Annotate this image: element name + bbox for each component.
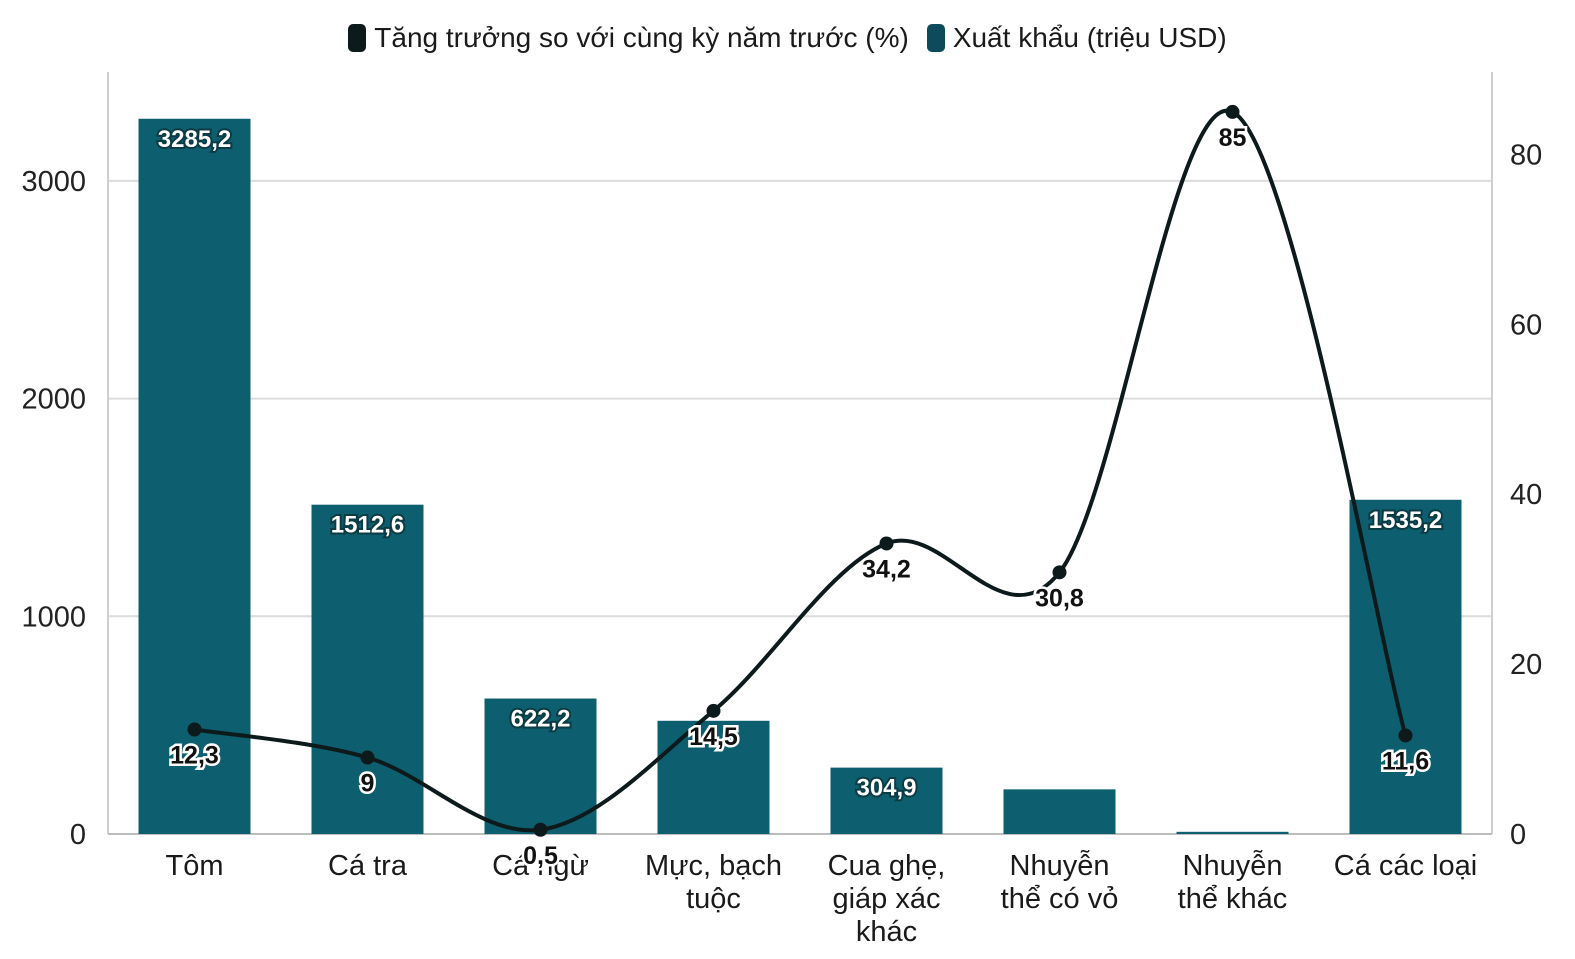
- y-right-tick-label: 60: [1510, 309, 1542, 341]
- growth-data-label: 0,5: [523, 842, 558, 870]
- bar: [1003, 789, 1116, 834]
- growth-point: [879, 536, 894, 551]
- bar-data-label: 622,2: [510, 706, 570, 733]
- legend-item-growth: Tăng trưởng so với cùng kỳ năm trước (%): [348, 22, 909, 54]
- x-tick-label: Cá tra: [328, 850, 408, 882]
- y-left-tick-label: 3000: [21, 166, 86, 198]
- x-tick-label: thể khác: [1178, 883, 1288, 915]
- legend-label-export: Xuất khẩu (triệu USD): [952, 22, 1227, 53]
- y-right-tick-label: 20: [1510, 649, 1542, 681]
- growth-data-label: 11,6: [1382, 747, 1429, 775]
- growth-point: [187, 722, 202, 737]
- y-right-tick-label: 80: [1510, 139, 1542, 171]
- x-tick-label: Nhuyễn: [1183, 849, 1283, 882]
- bar: [138, 118, 251, 835]
- legend-label-growth: Tăng trưởng so với cùng kỳ năm trước (%): [374, 22, 909, 53]
- growth-data-label: 14,5: [689, 723, 738, 751]
- growth-point: [1225, 104, 1240, 119]
- x-tick-label: Cá ngừ: [492, 850, 589, 882]
- x-tick-label: khác: [856, 916, 917, 948]
- bar-data-label: 3285,2: [158, 126, 231, 153]
- legend-item-export: Xuất khẩu (triệu USD): [926, 22, 1227, 54]
- x-tick-label: tuộc: [686, 883, 741, 915]
- growth-point: [533, 822, 548, 837]
- x-tick-label: Cua ghẹ,: [828, 850, 946, 882]
- y-left-tick-label: 1000: [21, 601, 86, 633]
- x-tick-label: Nhuyễn: [1010, 849, 1110, 882]
- x-tick-label: thể có vỏ: [1001, 883, 1119, 915]
- growth-point: [706, 703, 721, 718]
- bar: [1176, 831, 1289, 834]
- x-tick-label: Cá các loại: [1334, 850, 1477, 882]
- bar: [657, 720, 770, 834]
- legend-swatch-growth: [348, 24, 367, 52]
- growth-data-label: 9: [361, 770, 375, 798]
- growth-data-label: 85: [1219, 124, 1247, 152]
- growth-data-label: 12,3: [170, 742, 219, 770]
- growth-point: [1052, 565, 1067, 580]
- bar: [484, 698, 597, 834]
- y-right-tick-label: 0: [1510, 819, 1526, 851]
- growth-point: [1398, 728, 1413, 743]
- growth-data-label: 34,2: [862, 555, 911, 583]
- bar-data-label: 1512,6: [331, 512, 404, 539]
- x-tick-label: Mực, bạch: [645, 850, 782, 882]
- bar: [1349, 499, 1462, 834]
- y-left-tick-label: 2000: [21, 384, 86, 416]
- bar: [830, 767, 943, 834]
- y-left-tick-label: 0: [70, 819, 86, 851]
- bar-data-label: 304,9: [856, 775, 916, 802]
- y-right-tick-label: 40: [1510, 479, 1542, 511]
- legend-swatch-export: [926, 24, 945, 52]
- growth-line: [194, 108, 1408, 833]
- legend: Tăng trưởng so với cùng kỳ năm trước (%)…: [0, 22, 1575, 54]
- growth-point: [360, 750, 375, 765]
- bar-data-label: 1535,2: [1369, 507, 1442, 534]
- bar: [311, 504, 424, 834]
- x-tick-label: Tôm: [166, 850, 224, 882]
- x-tick-label: giáp xác: [832, 883, 940, 915]
- growth-data-label: 30,8: [1035, 584, 1084, 612]
